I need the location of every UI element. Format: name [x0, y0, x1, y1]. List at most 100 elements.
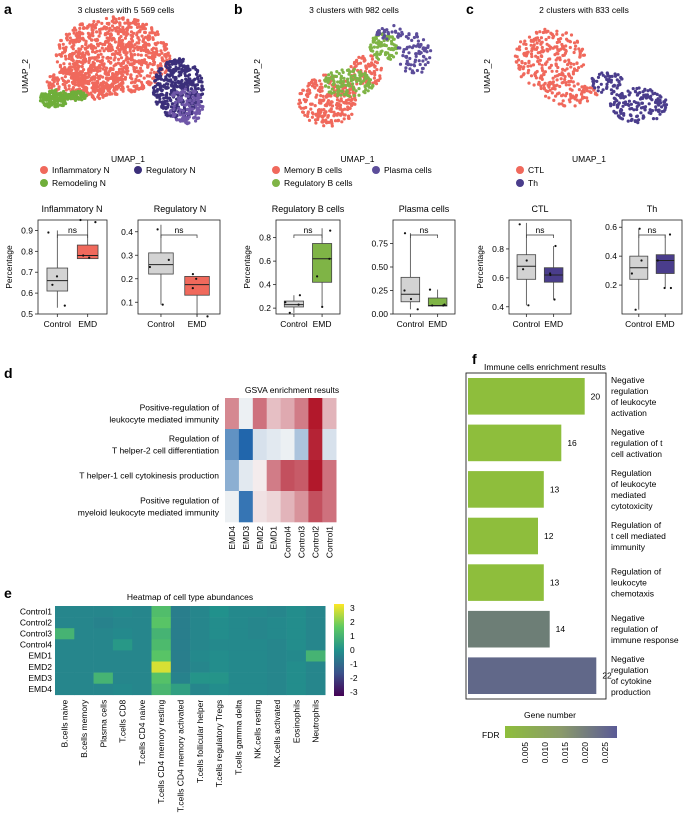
umap-point — [561, 67, 565, 71]
umap-point — [110, 24, 115, 28]
umap-point — [139, 53, 143, 57]
umap-point — [413, 60, 417, 64]
umap-point — [90, 38, 94, 42]
umap-point — [605, 77, 609, 82]
data-point — [94, 221, 97, 224]
umap-point — [107, 29, 111, 33]
umap-point — [120, 67, 124, 71]
umap-point — [357, 93, 361, 97]
umap-point — [95, 80, 99, 84]
umap-point — [80, 44, 84, 49]
y-tick-label: 0.9 — [21, 225, 33, 235]
boxplot-title: Regulatory N — [154, 204, 207, 214]
umap-point — [123, 75, 128, 80]
umap-point — [366, 89, 370, 93]
umap-point — [354, 89, 358, 93]
umap-point — [98, 31, 102, 35]
umap-point — [564, 48, 568, 53]
umap-point — [408, 56, 412, 61]
box-control — [400, 276, 421, 303]
umap-point — [332, 110, 336, 114]
umap-point — [330, 122, 334, 126]
umap-point — [329, 71, 333, 75]
bar-category-label: Regulation of — [611, 520, 662, 530]
heatmap-cell — [248, 661, 268, 673]
umap-point — [174, 62, 178, 66]
umap-point — [375, 45, 380, 49]
umap-point — [389, 47, 393, 51]
y-tick-label: 0.6 — [259, 256, 271, 266]
umap-point — [77, 47, 81, 51]
umap-point — [168, 57, 172, 61]
umap-point — [563, 59, 567, 64]
umap-point — [133, 43, 137, 47]
umap-point — [339, 93, 343, 97]
umap-x-label: UMAP_1 — [340, 154, 374, 164]
umap-point — [380, 44, 384, 48]
umap-point — [335, 70, 339, 74]
umap-point — [91, 95, 95, 99]
heatmap-col-label: Control4 — [283, 526, 293, 558]
heatmap-row-label: leukocyte mediated immunity — [109, 415, 219, 425]
bar-value-label: 13 — [550, 484, 560, 494]
umap-point — [367, 77, 371, 82]
umap-point — [158, 97, 162, 101]
y-tick-label: 0.2 — [605, 280, 617, 290]
panel-letter-b: b — [234, 1, 243, 17]
umap-point — [582, 53, 587, 57]
umap-point — [342, 76, 346, 80]
umap-point — [192, 111, 196, 115]
heatmap-cell — [305, 672, 326, 684]
umap-point — [549, 31, 553, 35]
heatmap-cell — [170, 617, 191, 629]
umap-point — [77, 39, 81, 44]
umap-point — [53, 76, 57, 80]
umap-point — [651, 117, 656, 121]
umap-point — [78, 96, 82, 101]
umap-point — [605, 82, 609, 86]
umap-point — [142, 76, 146, 80]
umap-point — [153, 31, 157, 35]
umap-point — [384, 51, 388, 55]
umap-point — [573, 104, 577, 108]
umap-point — [378, 76, 382, 80]
umap-point — [330, 76, 334, 80]
heatmap-col-label: NK.cells activated — [272, 700, 282, 768]
umap-point — [52, 90, 56, 94]
bar-category-label: leukocyte — [611, 578, 647, 588]
umap-point — [577, 66, 581, 70]
umap-point — [351, 85, 355, 89]
heatmap-cell — [267, 683, 287, 696]
umap-point — [654, 100, 658, 104]
umap-point — [116, 44, 121, 48]
umap-point — [55, 82, 60, 86]
umap-point — [423, 49, 427, 53]
heatmap-col-label: Eosinophils — [291, 700, 301, 743]
umap-point — [126, 85, 130, 89]
umap-point — [196, 75, 200, 80]
umap-point — [421, 38, 426, 42]
umap-point — [629, 114, 633, 118]
colorbar — [334, 604, 344, 696]
umap-point — [196, 69, 200, 73]
data-point — [191, 287, 194, 290]
heatmap-cell — [55, 683, 75, 696]
umap-point — [59, 38, 63, 43]
umap-point — [544, 94, 548, 98]
data-point — [148, 265, 151, 269]
heatmap-cell — [228, 661, 249, 673]
umap-point — [127, 40, 131, 44]
umap-point — [160, 51, 164, 55]
heatmap-cell — [228, 606, 249, 618]
heatmap-cell — [252, 491, 267, 523]
umap-point — [83, 72, 87, 76]
umap-point — [172, 75, 176, 79]
significance-bracket — [56, 234, 89, 238]
umap-point — [130, 39, 135, 43]
umap-point — [97, 89, 101, 93]
umap-point — [541, 30, 545, 35]
umap-point — [83, 53, 87, 57]
umap-point — [537, 62, 542, 66]
heatmap-cell — [225, 398, 240, 430]
